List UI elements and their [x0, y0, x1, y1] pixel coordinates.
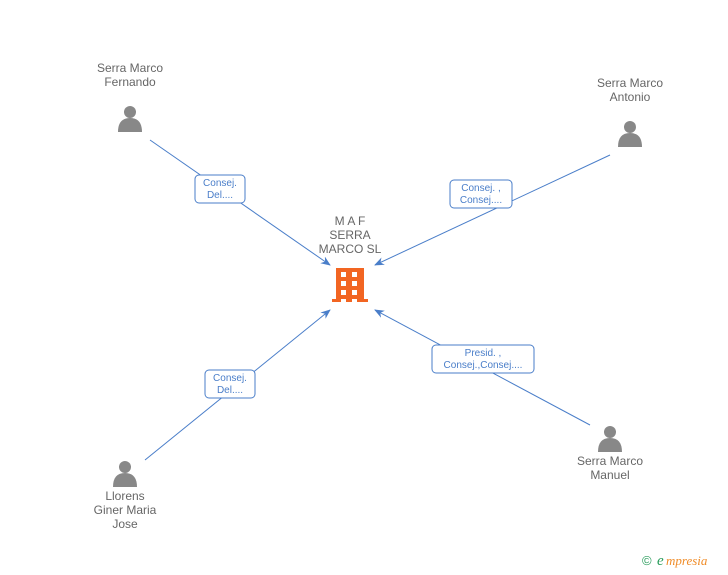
- watermark: © empresia: [642, 553, 708, 569]
- edge-label-text: Del....: [217, 385, 243, 396]
- center-node[interactable]: M A FSERRAMARCO SL: [319, 214, 382, 304]
- person-node-p4[interactable]: Serra MarcoManuel: [577, 426, 643, 482]
- edge-label-text: Presid. ,: [465, 348, 502, 359]
- edge-label-text: Del....: [207, 190, 233, 201]
- network-diagram: Consej.Del....Consej. ,Consej....Consej.…: [0, 0, 728, 575]
- person-label-line: Serra Marco: [597, 76, 663, 90]
- watermark-first-letter: e: [657, 553, 664, 569]
- edge-label-p2[interactable]: Consej. ,Consej....: [450, 180, 512, 208]
- center-label-line: SERRA: [329, 228, 370, 242]
- person-icon: [113, 461, 137, 487]
- edge-label-text: Consej.: [203, 178, 237, 189]
- person-icon: [618, 121, 642, 147]
- person-label-line: Serra Marco: [577, 454, 643, 468]
- person-label-line: Antonio: [610, 90, 651, 104]
- center-label-line: MARCO SL: [319, 242, 382, 256]
- person-node-p3[interactable]: LlorensGiner MariaJose: [94, 461, 157, 531]
- person-icon: [598, 426, 622, 452]
- edge-label-text: Consej. ,: [461, 183, 500, 194]
- edge-label-text: Consej....: [460, 195, 502, 206]
- person-label-line: Giner Maria: [94, 503, 157, 517]
- edge-label-p4[interactable]: Presid. ,Consej.,Consej....: [432, 345, 534, 373]
- watermark-text: mpresia: [666, 553, 708, 568]
- person-label-line: Fernando: [104, 75, 156, 89]
- person-icon: [118, 106, 142, 132]
- edge-label-text: Consej.,Consej....: [444, 360, 523, 371]
- person-label-line: Manuel: [590, 468, 629, 482]
- building-icon: [332, 268, 368, 304]
- copyright-symbol: ©: [642, 553, 652, 568]
- person-node-p1[interactable]: Serra MarcoFernando: [97, 61, 163, 132]
- person-node-p2[interactable]: Serra MarcoAntonio: [597, 76, 663, 147]
- person-label-line: Serra Marco: [97, 61, 163, 75]
- person-label-line: Jose: [112, 517, 138, 531]
- edge-label-text: Consej.: [213, 373, 247, 384]
- edge-label-p1[interactable]: Consej.Del....: [195, 175, 245, 203]
- edge-p2: [375, 155, 610, 265]
- center-label-line: M A F: [335, 214, 366, 228]
- edge-label-p3[interactable]: Consej.Del....: [205, 370, 255, 398]
- person-label-line: Llorens: [105, 489, 144, 503]
